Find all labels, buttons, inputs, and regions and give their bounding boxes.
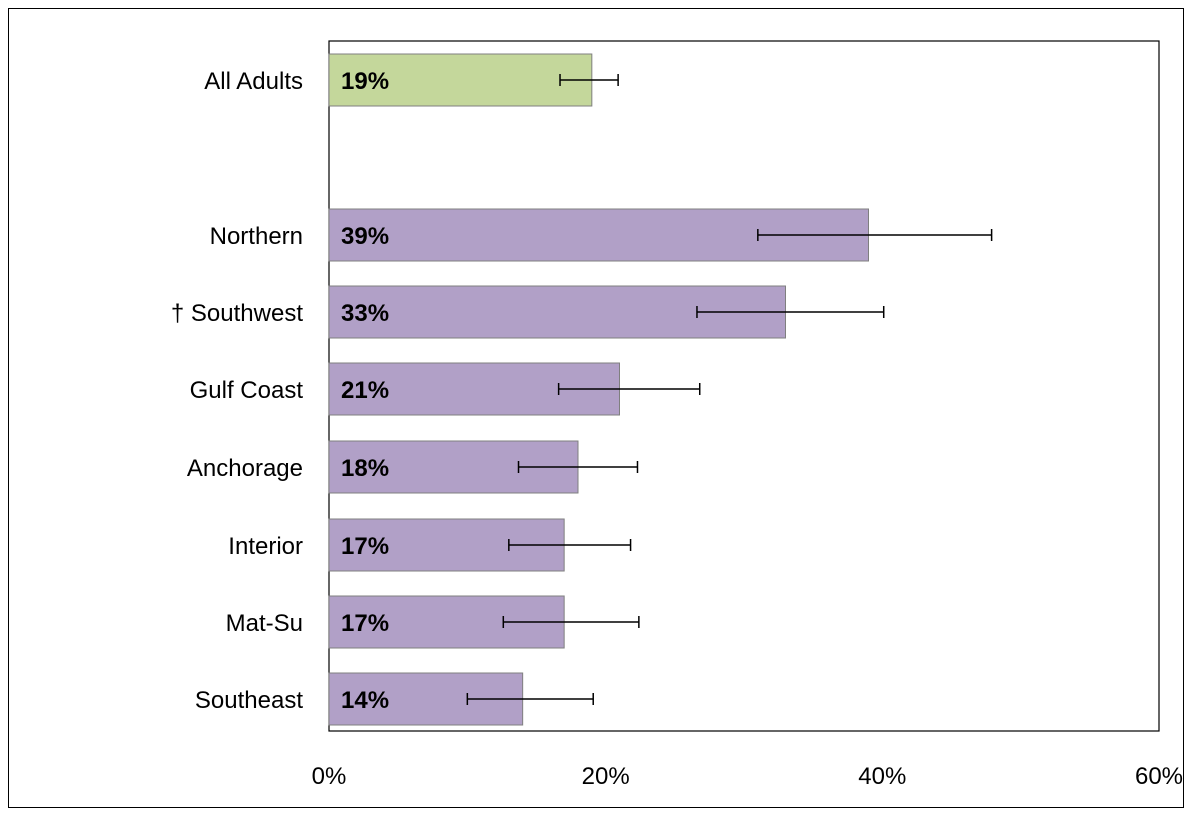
- x-tick-label: 60%: [1135, 763, 1183, 790]
- bar-all-adults: [328, 53, 593, 107]
- value-label-gulf-coast: 21%: [341, 377, 389, 404]
- category-label-mat-su: Mat-Su: [226, 610, 303, 637]
- value-label-northern: 39%: [341, 223, 389, 250]
- value-label-mat-su: 17%: [341, 610, 389, 637]
- category-label-southeast: Southeast: [195, 687, 303, 714]
- category-label-gulf-coast: Gulf Coast: [190, 377, 304, 404]
- value-label-interior: 17%: [341, 533, 389, 560]
- bar-chart: 19% All Adults 39% Northern 33% † Southwest 21…: [171, 40, 1183, 790]
- value-label-anchorage: 18%: [341, 455, 389, 482]
- x-tick-label: 0%: [312, 763, 347, 790]
- value-label-southeast: 14%: [341, 687, 389, 714]
- category-label-all-adults: All Adults: [204, 68, 303, 95]
- chart-frame: 19% All Adults 39% Northern 33% † Southwest 21…: [8, 8, 1184, 808]
- category-label-interior: Interior: [228, 533, 303, 560]
- category-label-northern: Northern: [210, 223, 303, 250]
- category-label-anchorage: Anchorage: [187, 455, 303, 482]
- value-label-southwest: 33%: [341, 300, 389, 327]
- x-tick-label: 40%: [858, 763, 906, 790]
- category-label-southwest: † Southwest: [171, 300, 303, 327]
- x-tick-label: 20%: [582, 763, 630, 790]
- value-label-all-adults: 19%: [341, 68, 389, 95]
